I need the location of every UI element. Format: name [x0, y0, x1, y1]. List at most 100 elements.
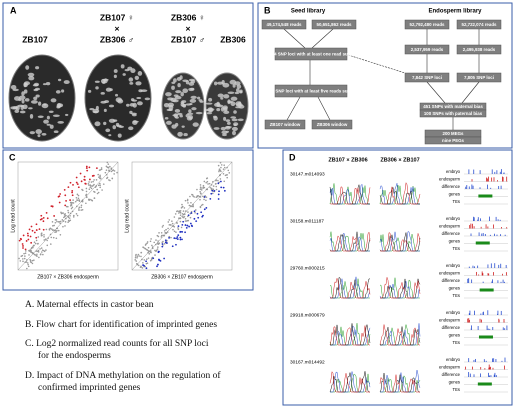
- point: [164, 232, 166, 234]
- speck: [113, 74, 117, 79]
- speck: [222, 105, 228, 110]
- track-bar: [489, 216, 490, 221]
- point: [203, 208, 206, 211]
- speck: [174, 116, 179, 119]
- point: [214, 183, 217, 185]
- point: [160, 234, 163, 237]
- panel-label: D: [289, 152, 296, 162]
- track-bar: [481, 271, 483, 276]
- track-bar: [486, 177, 487, 182]
- track-bar: [500, 263, 502, 268]
- speck: [108, 118, 116, 123]
- speck: [164, 116, 169, 120]
- track-bar: [468, 318, 470, 323]
- speck: [105, 87, 112, 92]
- track-bar: [471, 179, 473, 182]
- point: [70, 207, 73, 210]
- point: [98, 182, 101, 185]
- track-label: embryo: [446, 357, 461, 362]
- point: [187, 211, 189, 213]
- point: [209, 186, 211, 189]
- track-bar: [499, 219, 501, 221]
- point: [142, 262, 144, 264]
- track-bar: [500, 281, 502, 283]
- point: [30, 261, 33, 264]
- point: [41, 249, 44, 251]
- speck: [37, 115, 44, 118]
- speck: [126, 103, 130, 107]
- point: [146, 262, 149, 264]
- point: [67, 221, 69, 224]
- point: [150, 238, 152, 240]
- point: [70, 203, 72, 205]
- point: [37, 236, 40, 238]
- point: [136, 256, 138, 259]
- point: [211, 192, 214, 195]
- point: [203, 195, 206, 198]
- chromatogram: [329, 186, 371, 205]
- track-bar: [497, 280, 499, 283]
- track-bar: [468, 313, 470, 315]
- seed-label: ZB107: [22, 34, 48, 44]
- track-bar: [480, 313, 482, 315]
- point: [101, 189, 103, 191]
- point: [97, 173, 99, 176]
- panel-label: C: [9, 152, 16, 162]
- point: [48, 229, 51, 231]
- point: [205, 199, 207, 202]
- point: [190, 201, 192, 204]
- point: [54, 219, 57, 221]
- point: [218, 169, 221, 172]
- point: [80, 209, 83, 211]
- track-bar: [500, 185, 502, 189]
- track-bar: [489, 375, 490, 377]
- point: [160, 231, 163, 234]
- point: [67, 209, 69, 212]
- point: [85, 167, 88, 169]
- track-bar: [505, 272, 507, 276]
- track-bar: [488, 367, 490, 370]
- flow-box: [404, 19, 450, 30]
- track-bar: [472, 366, 473, 370]
- chromatogram: [380, 375, 421, 393]
- point: [145, 243, 147, 245]
- chromatogram: [380, 277, 421, 299]
- speck: [177, 131, 183, 137]
- point: [192, 203, 194, 206]
- track-bar: [506, 176, 508, 182]
- chromatogram: [329, 325, 370, 346]
- point: [220, 166, 222, 169]
- speck: [230, 101, 236, 107]
- track-bar: [500, 310, 502, 315]
- speck: [232, 130, 236, 136]
- speck: [234, 91, 240, 95]
- track-label: genes: [449, 380, 460, 385]
- point: [184, 220, 187, 222]
- track-bar: [487, 178, 488, 182]
- flowchart: [283, 28, 480, 130]
- point: [35, 239, 38, 242]
- point: [189, 222, 192, 225]
- point: [162, 234, 164, 237]
- speck: [220, 97, 224, 100]
- point: [150, 251, 152, 254]
- point: [75, 181, 78, 184]
- caption: C. Log2 normalized read counts for all S…: [25, 338, 209, 349]
- point: [140, 265, 142, 268]
- track-label: difference: [442, 184, 461, 189]
- speck: [140, 89, 148, 93]
- speck: [19, 110, 26, 114]
- point: [200, 189, 203, 191]
- speck: [49, 124, 54, 129]
- point: [58, 195, 61, 198]
- chromatogram: [330, 277, 371, 299]
- track-bar: [498, 264, 500, 268]
- track-bar: [484, 233, 486, 236]
- point: [153, 241, 156, 244]
- point: [63, 216, 65, 219]
- point: [168, 224, 171, 226]
- track-label: genes: [449, 286, 460, 291]
- point: [219, 180, 222, 183]
- seed-label: ZB306 ♂: [100, 34, 134, 44]
- chromatogram: [330, 277, 371, 299]
